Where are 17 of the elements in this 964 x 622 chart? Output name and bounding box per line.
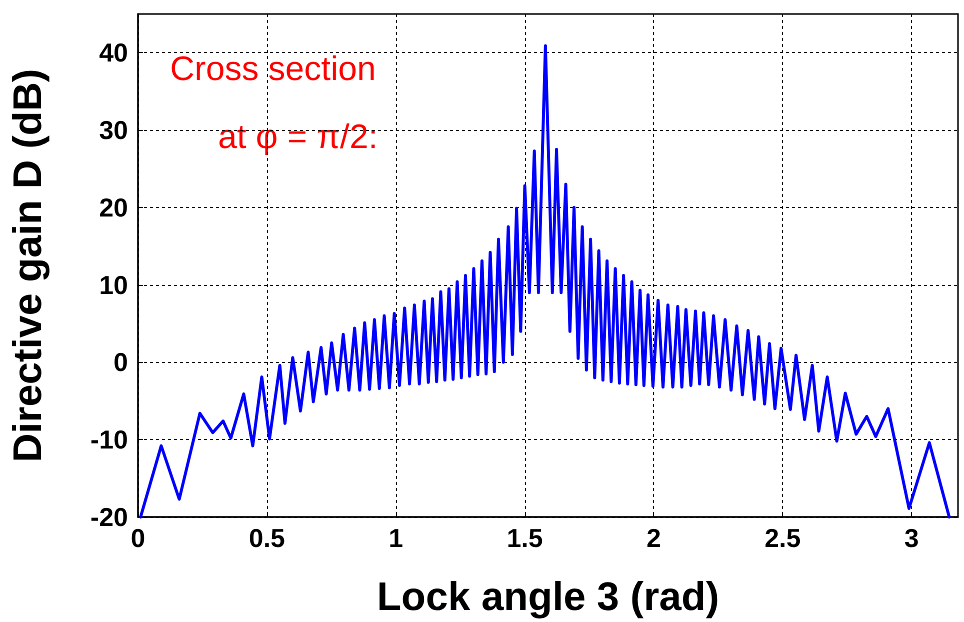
y-tick-label: 10 [99, 270, 128, 300]
y-tick-label: 40 [99, 38, 128, 68]
line-series [139, 44, 951, 518]
x-tick-label: 2 [646, 523, 661, 553]
y-tick-label: -20 [90, 502, 128, 532]
x-tick-label: 2.5 [764, 523, 801, 553]
annotation: Cross section [170, 50, 376, 88]
y-tick-label: -10 [90, 424, 128, 455]
y-tick-label: 20 [99, 192, 128, 222]
y-tick-label: 30 [99, 115, 128, 146]
x-tick-label: 3 [904, 523, 919, 553]
x-axis-title: Lock angle 3 (rad) [376, 575, 720, 619]
x-tick-label: 1 [388, 523, 404, 553]
x-tick-label: 0.5 [248, 523, 286, 553]
y-axis-title: Directive gain D (dB) [6, 68, 50, 462]
x-tick-label: 1.5 [506, 523, 543, 553]
y-tick-label: 0 [114, 347, 128, 378]
